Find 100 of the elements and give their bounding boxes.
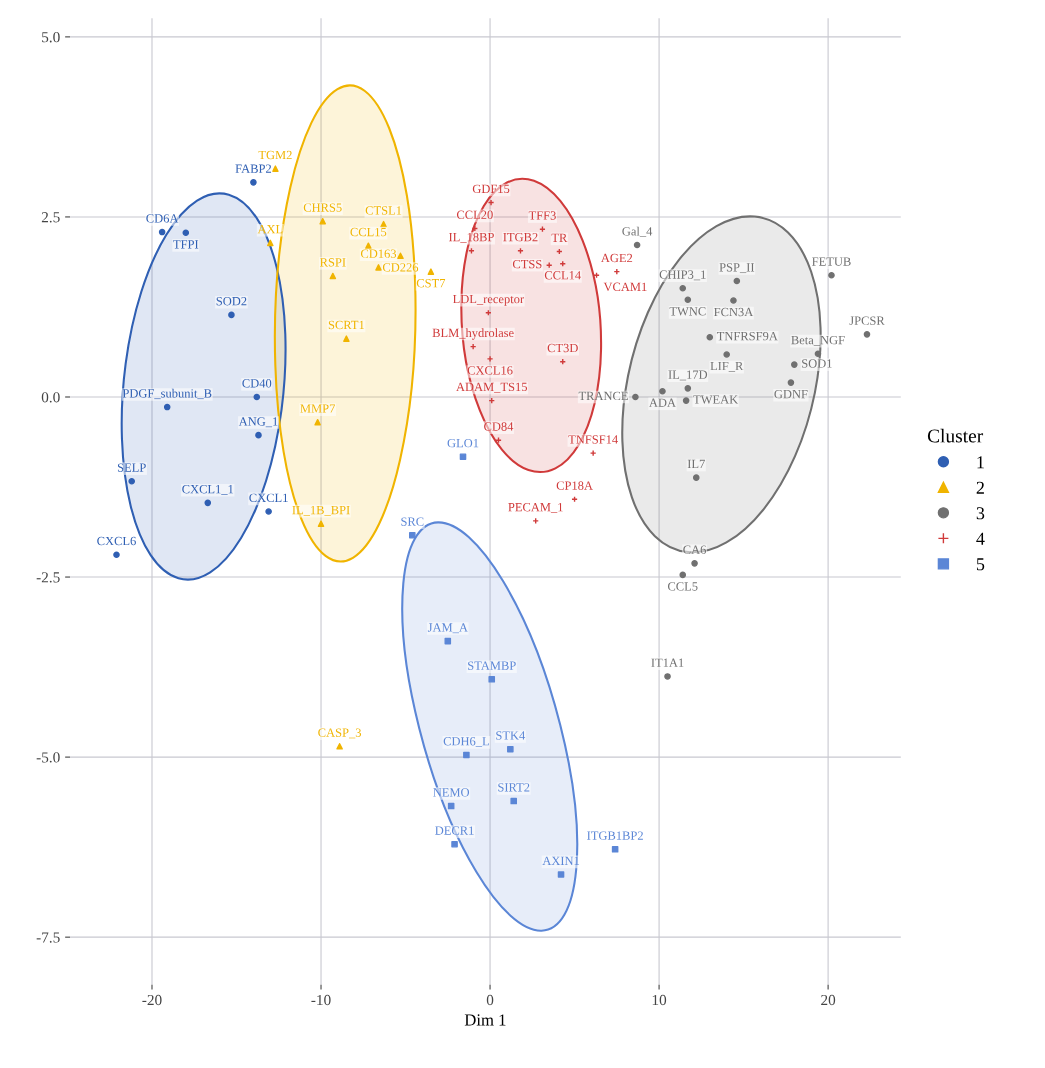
x-tick-label: 10 — [652, 994, 667, 1006]
annotation: ITGB1BP2 — [587, 831, 643, 840]
point — [692, 474, 700, 481]
annotation: SELP — [117, 463, 146, 472]
annotation: CTSS — [512, 259, 542, 269]
point — [451, 840, 458, 848]
point — [267, 239, 274, 247]
annotation: SIRT2 — [498, 783, 530, 792]
annotation: ANG_1 — [238, 417, 278, 428]
x-tick-label: 0 — [486, 994, 494, 1006]
annotation: CXCL1_1 — [182, 484, 234, 495]
annotation: AXIN1 — [542, 856, 580, 865]
point — [682, 397, 690, 404]
point — [336, 743, 343, 750]
annotation: CCL5 — [667, 582, 698, 591]
point — [329, 272, 337, 280]
annotation: IT1A1 — [651, 658, 684, 667]
annotation: TWNC — [669, 307, 706, 316]
annotation: CCL15 — [350, 227, 387, 237]
y-tick-label: -7.5 — [36, 932, 60, 943]
x-tick-label: 20 — [821, 994, 836, 1006]
annotation: MMP7 — [300, 404, 335, 413]
legend-title: Cluster — [927, 428, 984, 443]
point — [664, 673, 671, 680]
point — [733, 277, 741, 285]
annotation: JAM_A — [427, 623, 468, 634]
point — [158, 228, 166, 236]
point — [679, 284, 687, 292]
annotation: NEMO — [433, 788, 470, 797]
point — [486, 355, 494, 363]
annotation: CDH6_L — [443, 737, 489, 747]
annotation: SCRT1 — [328, 320, 365, 330]
annotation: DECR1 — [435, 826, 474, 835]
annotation: CASP_3 — [318, 728, 362, 739]
annotation: CD163 — [360, 249, 397, 258]
point — [375, 264, 382, 271]
point — [272, 165, 279, 172]
point — [730, 297, 737, 304]
annotation: PDGF_subunit_B — [122, 388, 212, 400]
annotation: IL_18BP — [448, 232, 494, 243]
annotation: IL7 — [687, 459, 705, 469]
annotation: FETUB — [812, 257, 851, 266]
annotation: ADAM_TS15 — [456, 382, 528, 393]
legend-label: 4 — [976, 532, 985, 545]
annotation: SOD1 — [802, 359, 832, 368]
point — [791, 361, 798, 368]
legend-label: 2 — [976, 481, 984, 494]
point — [343, 335, 350, 342]
annotation: FCN3A — [714, 307, 754, 317]
point — [488, 676, 496, 683]
point — [250, 179, 257, 186]
y-tick-label: 0.0 — [41, 392, 60, 403]
point — [487, 199, 495, 206]
point — [204, 499, 212, 507]
annotation: CHRS5 — [303, 203, 342, 212]
x-tick-label: -20 — [142, 994, 162, 1006]
annotation: ADA — [649, 398, 676, 407]
point — [314, 418, 321, 426]
annotation: IL_17D — [668, 370, 708, 381]
annotation: TR — [551, 233, 568, 242]
annotation: CHIP3_1 — [659, 270, 706, 281]
annotation: BLM_hydrolase — [432, 328, 514, 340]
annotation: CTSL1 — [365, 206, 402, 215]
annotation: AXL — [257, 225, 283, 234]
point — [613, 268, 621, 275]
point — [863, 331, 871, 338]
annotation: PSP_II — [719, 263, 755, 274]
point — [691, 560, 698, 567]
point — [684, 296, 692, 304]
annotation: CXCL6 — [97, 536, 136, 546]
annotation: STAMBP — [468, 661, 516, 670]
point — [319, 217, 327, 225]
annotation: VCAM1 — [603, 282, 647, 292]
point — [632, 393, 639, 401]
point — [557, 871, 565, 878]
annotation: RSPI — [320, 258, 346, 267]
annotation: CD40 — [242, 379, 272, 388]
point — [539, 225, 546, 233]
annotation: CD84 — [484, 422, 514, 431]
y-tick-label: 5.0 — [42, 32, 60, 43]
annotation: SRC — [401, 517, 424, 526]
annotation: Gal_4 — [622, 226, 653, 238]
annotation: TWEAK — [693, 395, 739, 404]
annotation: AGE2 — [600, 253, 633, 263]
annotation: CCL20 — [456, 210, 493, 219]
annotation: CCL14 — [544, 271, 581, 280]
annotation: CST7 — [416, 279, 446, 288]
point — [679, 571, 687, 579]
annotation: CD6A — [146, 214, 179, 223]
point — [113, 551, 120, 559]
point — [828, 271, 835, 279]
point — [532, 517, 539, 525]
point — [253, 393, 261, 401]
point — [469, 343, 477, 350]
point — [684, 385, 692, 392]
annotation: GLO1 — [447, 438, 479, 448]
annotation: CT3D — [547, 343, 578, 353]
annotation: FABP2 — [235, 164, 272, 173]
annotation: IL_1B_BPI — [292, 505, 350, 516]
annotation: LIF_R — [710, 361, 744, 372]
